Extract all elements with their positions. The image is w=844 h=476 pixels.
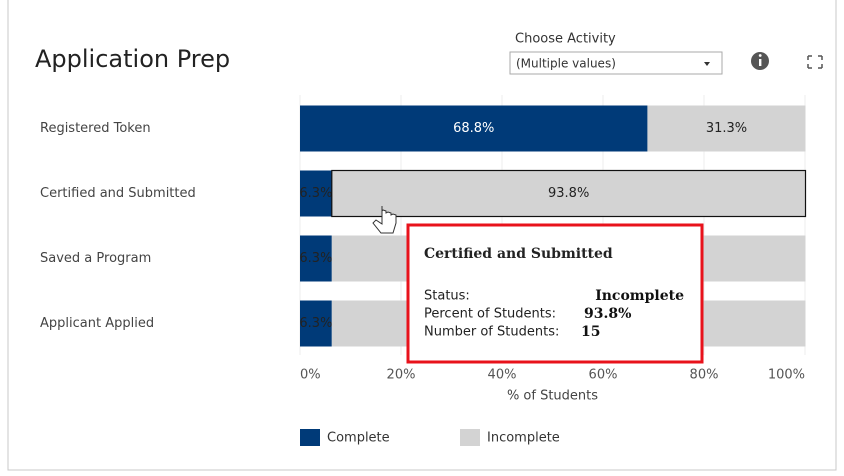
dropdown-arrow[interactable] xyxy=(704,62,710,66)
value-label: 68.8% xyxy=(453,121,494,136)
legend-swatch xyxy=(300,429,320,446)
tooltip-key: Number of Students: xyxy=(424,325,559,340)
value-label: 6.3% xyxy=(299,186,332,201)
x-tick-label: 80% xyxy=(690,368,719,383)
tooltip-key: Status: xyxy=(424,289,470,304)
dropdown-value[interactable]: (Multiple values) xyxy=(516,57,616,71)
bar-segment xyxy=(331,169,807,218)
value-label: 6.3% xyxy=(299,316,332,331)
x-tick-label: 0% xyxy=(300,368,321,383)
x-tick-label: 20% xyxy=(387,368,416,383)
bar-segment xyxy=(300,105,648,152)
expand-icon[interactable] xyxy=(807,55,823,69)
bar-segment xyxy=(300,235,332,282)
bar-segment xyxy=(647,105,806,152)
tooltip-value: 93.8% xyxy=(584,306,631,322)
value-label: 93.8% xyxy=(548,186,589,201)
bar-segment xyxy=(300,170,332,217)
cursor xyxy=(372,206,397,234)
value-label: 31.3% xyxy=(706,121,747,136)
x-tick-label: 60% xyxy=(589,368,618,383)
filter-dropdown[interactable]: (Multiple values) xyxy=(509,51,723,75)
x-axis-label: % of Students xyxy=(507,389,598,404)
tooltip-title: Certified and Submitted xyxy=(424,246,613,262)
chart-title: Application Prep xyxy=(35,45,230,73)
y-tick-label: Certified and Submitted xyxy=(40,186,196,201)
tooltip: Certified and Submitted Status: Incomplet… xyxy=(406,223,704,364)
value-label: 6.3% xyxy=(299,251,332,266)
legend-label: Incomplete xyxy=(487,431,560,446)
tooltip-key: Percent of Students: xyxy=(424,307,556,322)
dropdown-box[interactable] xyxy=(509,51,723,75)
info-stem[interactable] xyxy=(759,59,762,66)
tooltip-box xyxy=(406,223,704,364)
panel-border xyxy=(7,0,837,471)
info-icon[interactable] xyxy=(751,52,769,70)
legend-swatch xyxy=(460,429,480,446)
tooltip-value: Incomplete xyxy=(595,288,684,304)
x-tick-label: 40% xyxy=(488,368,517,383)
y-tick-label: Saved a Program xyxy=(40,251,151,266)
x-tick-label: 100% xyxy=(768,368,805,383)
expand-corners[interactable] xyxy=(807,55,823,69)
y-tick-label: Registered Token xyxy=(40,121,151,136)
info-dot[interactable] xyxy=(758,54,762,57)
bar-segment xyxy=(300,300,332,347)
filter-label: Choose Activity xyxy=(515,32,616,47)
legend-label: Complete xyxy=(327,431,390,446)
tooltip-value: 15 xyxy=(581,324,600,340)
y-tick-label: Applicant Applied xyxy=(40,316,154,331)
